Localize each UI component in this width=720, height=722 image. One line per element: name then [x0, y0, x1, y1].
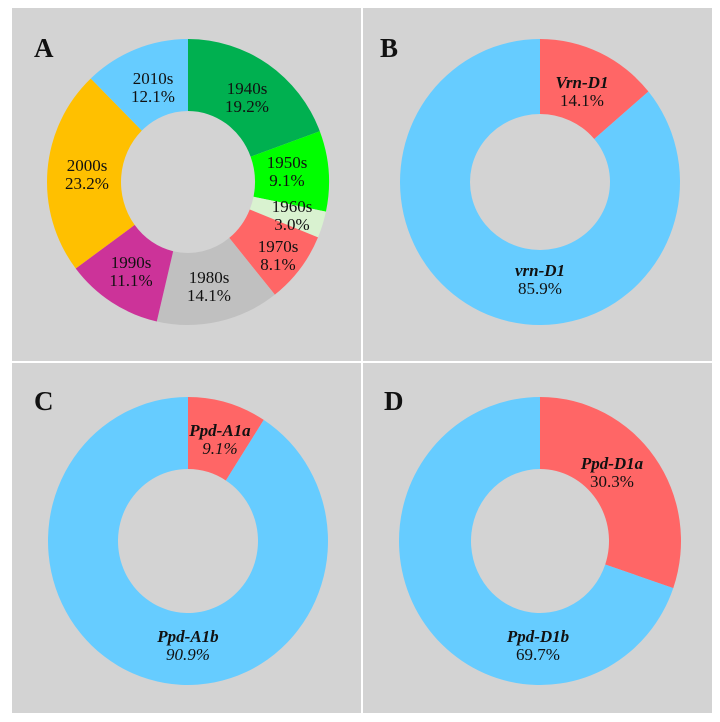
slice-name-label: 2000s	[67, 156, 108, 175]
slice-name-label: Ppd-D1a	[580, 454, 644, 473]
slice-a-1970s	[229, 209, 318, 295]
slice-b-vrn-d1	[399, 39, 680, 325]
slice-name-label: vrn-D1	[515, 261, 565, 280]
slice-b-vrn-d1	[540, 39, 649, 139]
slice-name-label: 2010s	[133, 69, 174, 88]
slice-name-label: 1980s	[189, 268, 230, 287]
panel-letter-c: C	[34, 386, 54, 416]
slice-percent-label: 12.1%	[131, 87, 175, 106]
slice-percent-label: 19.2%	[225, 97, 269, 116]
slice-a-2000s	[46, 78, 142, 269]
slice-name-label: Ppd-A1b	[156, 627, 218, 646]
slice-percent-label: 30.3%	[590, 472, 634, 491]
slice-name-label: Ppd-A1a	[188, 421, 251, 440]
slice-a-1940s	[188, 39, 320, 157]
slice-percent-label: 85.9%	[518, 279, 562, 298]
slice-a-1980s	[156, 237, 275, 325]
slice-a-1950s	[250, 131, 329, 212]
slice-a-1990s	[75, 224, 174, 322]
slice-c-ppd-a1b	[48, 396, 329, 685]
slice-percent-label: 8.1%	[260, 255, 295, 274]
slice-name-label: Ppd-D1b	[506, 627, 569, 646]
slice-name-label: 1960s	[272, 197, 313, 216]
slice-percent-label: 9.1%	[202, 439, 237, 458]
slice-percent-label: 23.2%	[65, 174, 109, 193]
panel-letter-a: A	[34, 33, 54, 63]
slice-name-label: 1970s	[258, 237, 299, 256]
slice-percent-label: 14.1%	[560, 91, 604, 110]
panel-letter-b: B	[380, 33, 398, 63]
slice-percent-label: 69.7%	[516, 645, 560, 664]
slice-d-ppd-d1a	[540, 397, 681, 589]
slice-percent-label: 3.0%	[274, 215, 309, 234]
slice-a-2010s	[90, 39, 188, 131]
slice-c-ppd-a1a	[188, 397, 264, 481]
slice-percent-label: 9.1%	[269, 171, 304, 190]
slice-name-label: 1990s	[111, 253, 152, 272]
slice-percent-label: 14.1%	[187, 286, 231, 305]
panel-letter-d: D	[384, 386, 404, 416]
slice-name-label: Vrn-D1	[556, 73, 609, 92]
slice-name-label: 1940s	[227, 79, 268, 98]
slice-d-ppd-d1b	[399, 397, 674, 686]
slice-a-1960s	[249, 196, 326, 238]
slice-percent-label: 11.1%	[109, 271, 152, 290]
slice-percent-label: 90.9%	[166, 645, 210, 664]
slice-name-label: 1950s	[267, 153, 308, 172]
